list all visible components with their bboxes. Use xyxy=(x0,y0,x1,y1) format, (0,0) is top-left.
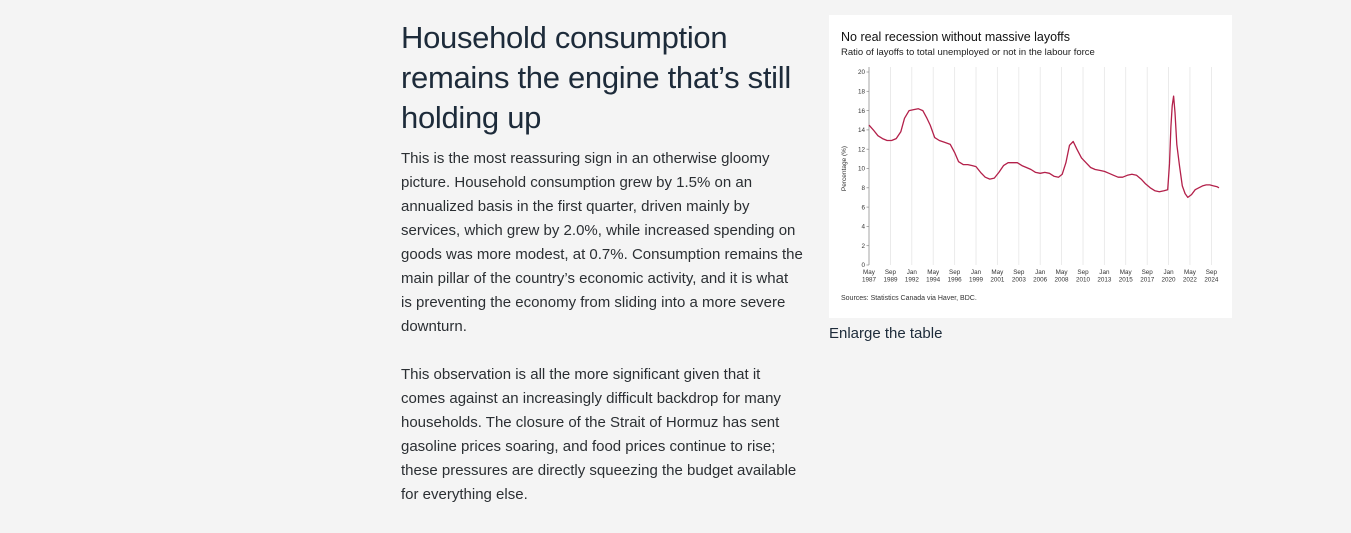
chart-subtitle: Ratio of layoffs to total unemployed or … xyxy=(841,47,1095,58)
x-tick-label: Sep xyxy=(1142,269,1154,276)
x-tick-label: 2020 xyxy=(1162,277,1177,284)
x-tick-label: 2017 xyxy=(1140,277,1155,284)
x-tick-label: 1987 xyxy=(862,277,877,284)
x-tick-label: May xyxy=(991,269,1004,276)
y-tick-label: 12 xyxy=(858,146,866,153)
x-tick-label: Sep xyxy=(949,269,961,276)
chart-figure: May 1987 Sep 1989 Jan 1992 May 1994 Sep 1996 Jan 19… xyxy=(829,15,1232,318)
x-tick-label: Jan xyxy=(1099,269,1110,276)
x-tick-label: 2001 xyxy=(990,277,1005,284)
x-tick-label: Sep xyxy=(1077,269,1089,276)
y-tick-label: 10 xyxy=(858,166,866,173)
series-line xyxy=(868,95,1220,199)
y-tick-label: 4 xyxy=(861,224,865,231)
layoffs-line-chart: May1987Sep1989Jan1992May1994Sep1996Jan19… xyxy=(841,67,1220,284)
x-tick-label: 2024 xyxy=(1204,277,1219,284)
y-tick-label: 8 xyxy=(861,185,865,192)
x-tick-label: 1992 xyxy=(905,277,920,284)
y-axis-label: Percentage (%) xyxy=(841,146,848,191)
x-tick-label: May xyxy=(1184,269,1197,276)
x-tick-label: Jan xyxy=(971,269,982,276)
y-tick-label: 6 xyxy=(861,204,865,211)
y-tick-label: 2 xyxy=(861,243,865,250)
x-tick-label: Sep xyxy=(1206,269,1218,276)
x-tick-label: 2008 xyxy=(1055,277,1070,284)
x-tick-label: May xyxy=(927,269,940,276)
x-tick-label: 2013 xyxy=(1097,277,1112,284)
x-tick-label: 1999 xyxy=(969,277,984,284)
x-tick-label: 2015 xyxy=(1119,277,1134,284)
x-tick-label: 2010 xyxy=(1076,277,1091,284)
x-tick-label: 1989 xyxy=(883,277,898,284)
x-tick-label: Sep xyxy=(1013,269,1025,276)
paragraph: This observation is all the more signifi… xyxy=(401,366,797,503)
x-tick-label: May xyxy=(1056,269,1069,276)
x-tick-label: May xyxy=(863,269,876,276)
x-tick-label: Jan xyxy=(1163,269,1174,276)
section-heading: Household consumption remains the engine… xyxy=(401,20,791,135)
y-tick-label: 16 xyxy=(858,108,866,115)
x-tick-label: 1994 xyxy=(926,277,941,284)
chart-title: No real recession without massive layoff… xyxy=(841,30,1071,44)
y-tick-label: 0 xyxy=(861,262,865,269)
paragraph: This is the most reassuring sign in an o… xyxy=(401,150,803,335)
y-tick-label: 20 xyxy=(858,69,866,76)
x-tick-label: 2003 xyxy=(1012,277,1027,284)
x-tick-label: 2006 xyxy=(1033,277,1048,284)
chart-source: Sources: Statistics Canada via Haver, BD… xyxy=(841,295,977,302)
x-tick-label: Jan xyxy=(1035,269,1046,276)
x-tick-label: Jan xyxy=(907,269,918,276)
y-tick-label: 18 xyxy=(858,89,866,96)
x-tick-label: Sep xyxy=(885,269,897,276)
x-tick-label: 1996 xyxy=(948,277,963,284)
x-tick-label: 2022 xyxy=(1183,277,1198,284)
y-tick-label: 14 xyxy=(858,127,866,134)
article-section: Household consumption remains the engine… xyxy=(401,18,803,507)
enlarge-table-link[interactable]: Enlarge the table xyxy=(829,325,943,342)
x-tick-label: May xyxy=(1120,269,1133,276)
